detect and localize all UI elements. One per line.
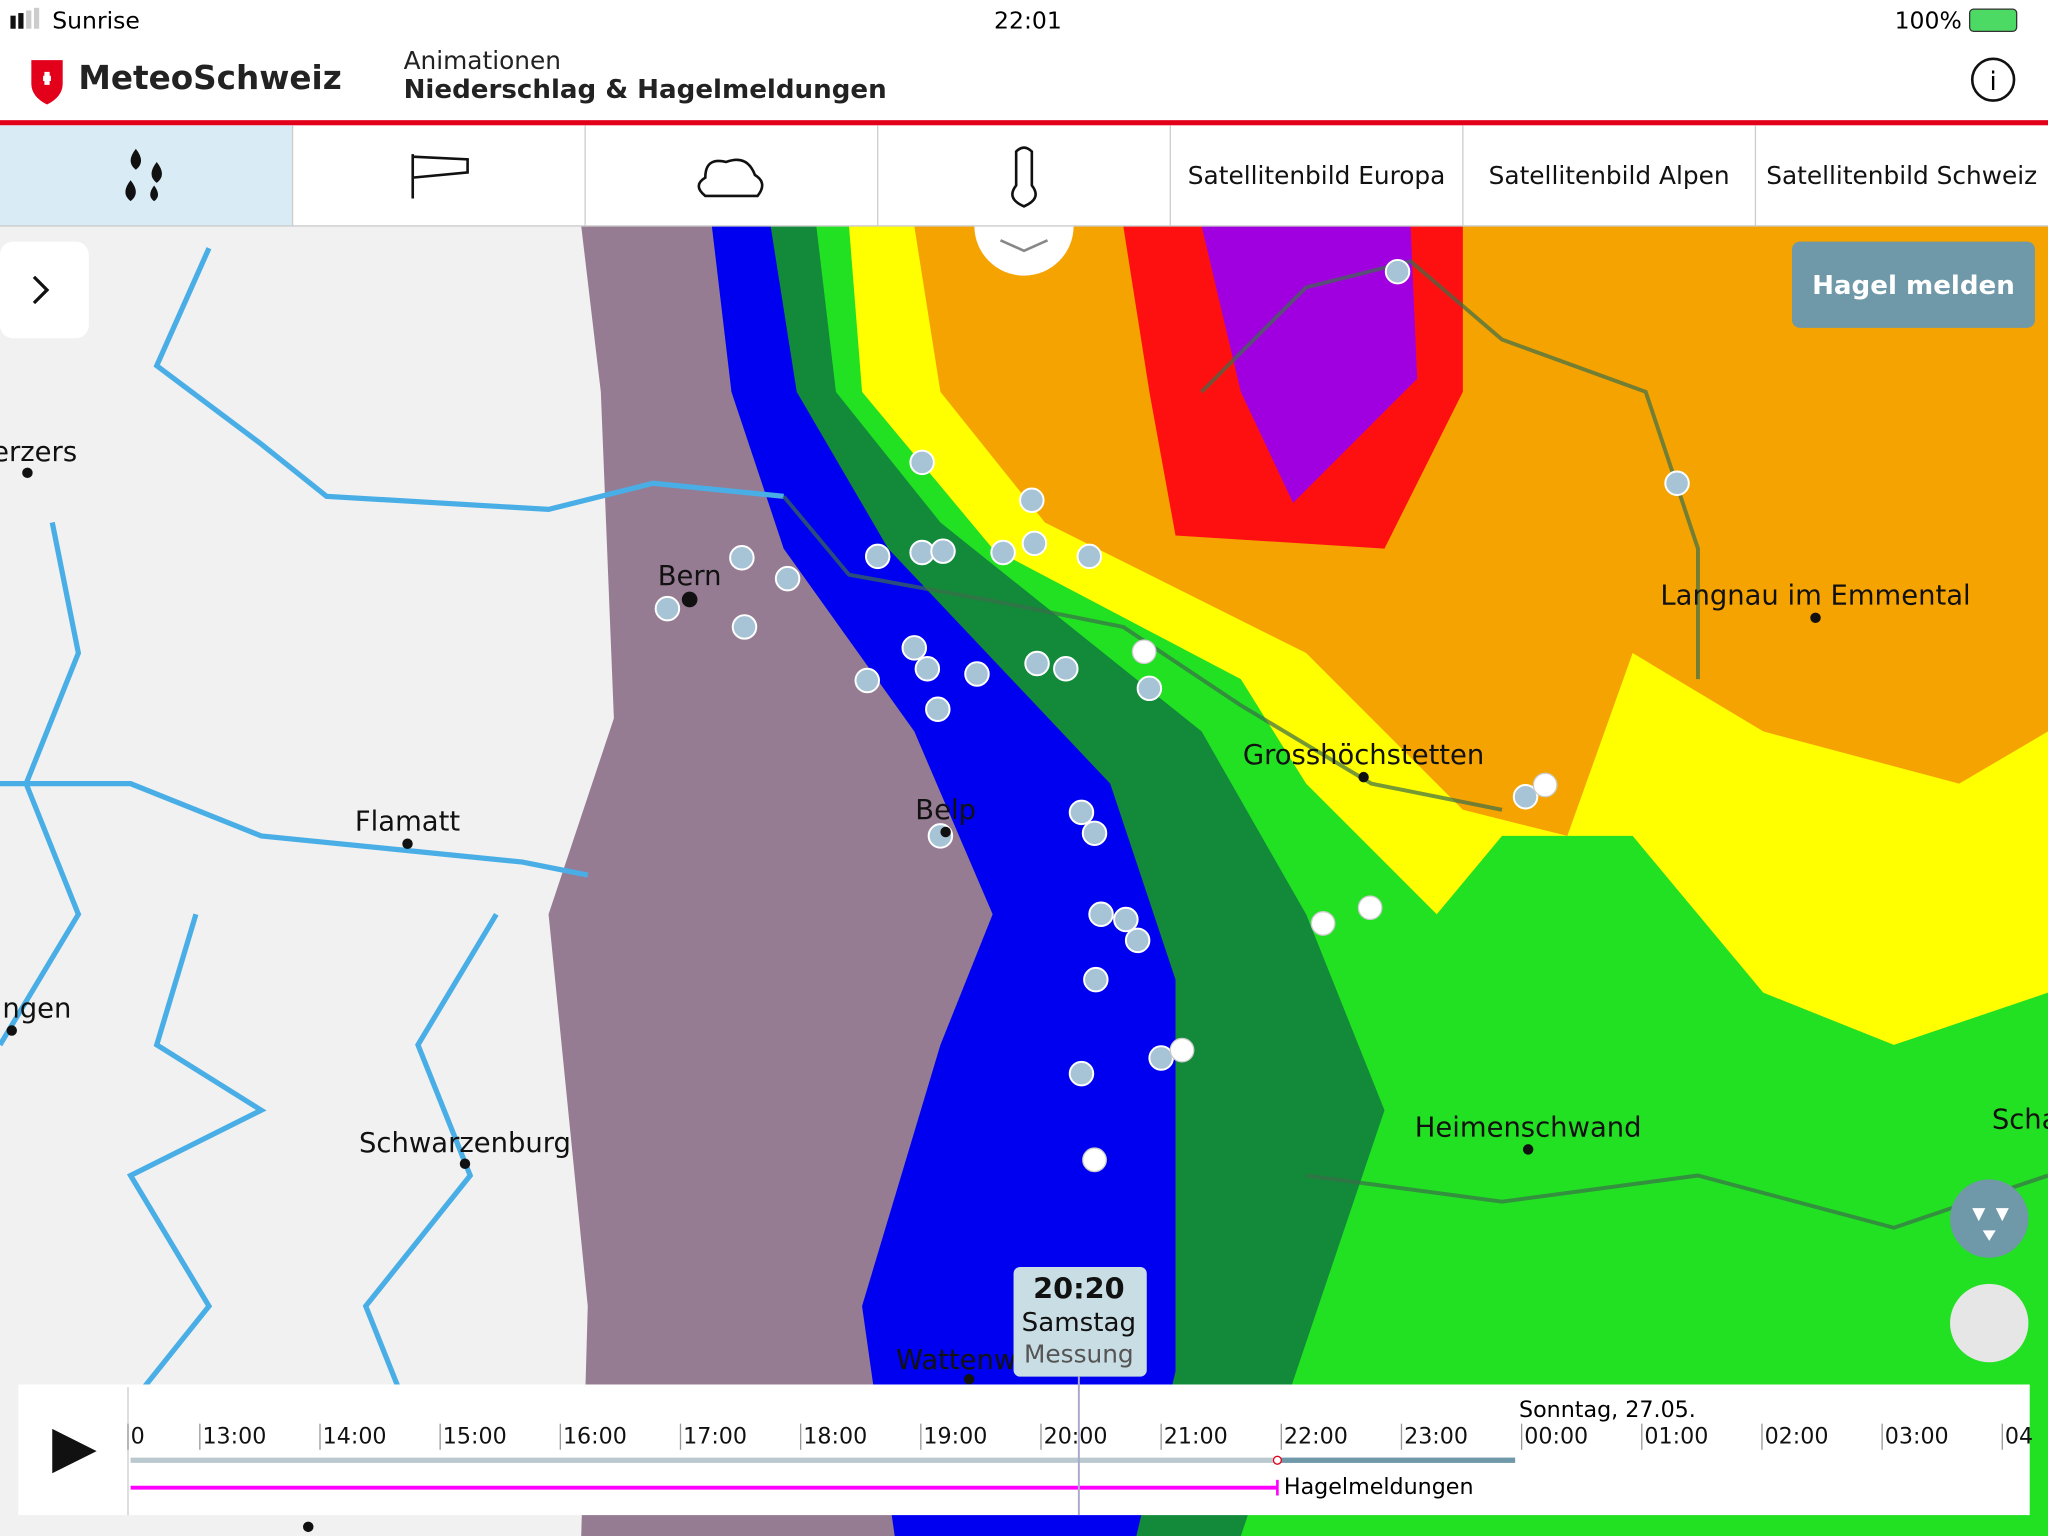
clock: 22:01: [994, 7, 1062, 35]
timeline-hour: 01:00: [1644, 1423, 1708, 1449]
locate-button[interactable]: [1950, 1179, 2029, 1258]
tab-label[interactable]: Satellitenbild Alpen: [1489, 161, 1730, 190]
carrier: Sunrise: [52, 7, 140, 35]
tab-temperature[interactable]: [1011, 146, 1037, 208]
svg-text:i: i: [1990, 67, 1997, 97]
place-label: erzers: [0, 437, 77, 468]
timeline-hour: 20:00: [1044, 1423, 1108, 1449]
place-label: Langnau im Emmental: [1660, 581, 1970, 612]
time-badge-day: Samstag: [1022, 1308, 1136, 1338]
place-label: Flamatt: [355, 807, 460, 838]
timeline-panel: [18, 1384, 2030, 1516]
tab-clouds[interactable]: [697, 158, 764, 198]
place-label: Schwarzenburg: [359, 1128, 571, 1159]
info-button[interactable]: [1970, 57, 2016, 102]
place-label: Belp: [915, 795, 976, 826]
report-hail-button[interactable]: [1792, 241, 2035, 328]
timeline-hour: 00:00: [1524, 1423, 1588, 1449]
time-badge-kind: Messung: [1024, 1339, 1134, 1368]
timeline-hour: 21:00: [1164, 1423, 1228, 1449]
timeline-hour: 04: [2005, 1423, 2033, 1449]
timeline-hour: 15:00: [443, 1423, 507, 1449]
time-badge-time: 20:20: [1033, 1271, 1124, 1305]
side-panel-toggle[interactable]: [0, 241, 89, 339]
layer-toggle-button[interactable]: [1950, 1283, 2029, 1363]
time-badge: [1013, 1266, 1147, 1377]
header-title: Niederschlag & Hagelmeldungen: [404, 75, 887, 105]
header-subtitle: Animationen: [404, 46, 561, 75]
timeline-date: Sonntag, 27.05.: [1519, 1397, 1696, 1423]
timeline-hour: 14:00: [323, 1423, 387, 1449]
timeline-hour: 23:00: [1404, 1423, 1468, 1449]
place-label: Scha: [1992, 1104, 2048, 1135]
timeline-hour: 18:00: [803, 1423, 867, 1449]
place-label: Bern: [658, 561, 722, 592]
tab-label[interactable]: Satellitenbild Schweiz: [1766, 161, 2037, 190]
tab-label[interactable]: Satellitenbild Europa: [1188, 161, 1446, 190]
place-label: Grosshöchstetten: [1243, 740, 1484, 771]
place-label: Heimenschwand: [1415, 1112, 1642, 1143]
tab-wind[interactable]: [411, 154, 469, 199]
timeline-hour: 02:00: [1765, 1423, 1829, 1449]
report-hail-label: Hagel melden: [1812, 271, 2015, 301]
map: erzers Bern Flamatt ingen Schwarzenburg Belp W…: [0, 225, 2048, 1536]
timeline-hour: 17:00: [683, 1423, 747, 1449]
place-label: Wattenw: [896, 1345, 1016, 1376]
timeline-hour: 0: [131, 1423, 145, 1449]
battery-percent: 100%: [1895, 7, 1962, 35]
timeline-hour: 16:00: [563, 1423, 627, 1449]
tab-precipitation[interactable]: [0, 125, 293, 226]
timeline-hour: 03:00: [1885, 1423, 1949, 1449]
brand: MeteoSchweiz: [78, 59, 341, 97]
play-button[interactable]: [52, 1428, 97, 1474]
timeline-layer: Hagelmeldungen: [1284, 1474, 1474, 1500]
timeline-hour: 22:00: [1284, 1423, 1348, 1449]
place-label: ingen: [0, 993, 71, 1024]
timeline-hour: 13:00: [202, 1423, 266, 1449]
timeline-hour: 19:00: [923, 1423, 987, 1449]
